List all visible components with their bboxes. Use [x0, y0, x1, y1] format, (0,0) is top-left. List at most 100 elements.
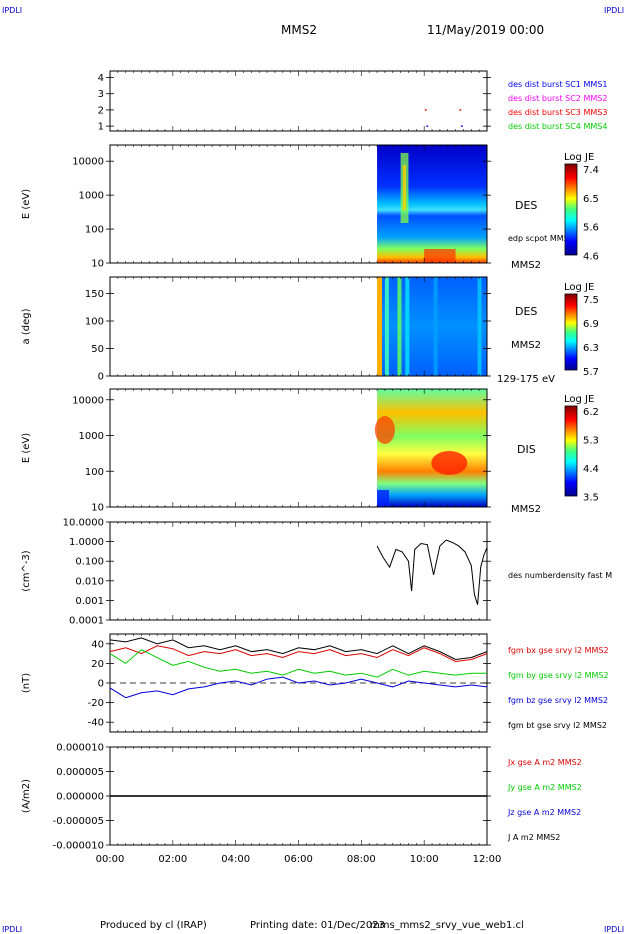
footer-produced-by: Produced by cl (IRAP) — [100, 920, 207, 931]
des-pitch-colorbar — [564, 293, 578, 371]
burst-point — [461, 125, 463, 127]
current-tick-label: -0.000010 — [53, 841, 104, 852]
bfield-tick-label: 0 — [98, 679, 104, 690]
current-ylabel: (A/m2) — [21, 779, 32, 813]
des-energy-tick-label: 10000 — [72, 157, 104, 168]
footer-printing-date: Printing date: 01/Dec/2023 — [250, 920, 385, 931]
dis-energy-tick-label: 1000 — [79, 431, 104, 442]
current-legend-entry: Jy gse A m2 MMS2 — [507, 783, 582, 792]
bfield-tick-label: 40 — [91, 639, 104, 650]
des-energy-colorbar-tick-label: 5.6 — [583, 223, 599, 234]
current-tick-label: 0.000005 — [56, 767, 104, 778]
des-energy-colorbar-tick-label: 4.6 — [583, 251, 599, 262]
des-pitch-ylabel: a (deg) — [21, 308, 32, 344]
current-legend-entry: Jz gse A m2 MMS2 — [507, 808, 581, 817]
des-pitch-colorbar-tick-label: 7.5 — [583, 295, 599, 306]
bfield-series-line — [109, 637, 488, 660]
dis-energy-colorbar-tick-label: 5.3 — [583, 436, 599, 447]
des-energy-ylabel: E (eV) — [21, 189, 32, 219]
burst-point — [424, 109, 427, 111]
des-energy-colorbar-tick-label: 6.5 — [583, 194, 599, 205]
dis-energy-ylabel: E (eV) — [21, 433, 32, 463]
des-pitch-tick-label: 0 — [98, 372, 104, 383]
des-energy-feature — [402, 165, 406, 210]
x-tick-label: 10:00 — [410, 854, 439, 865]
x-tick-label: 04:00 — [221, 854, 250, 865]
x-tick-label: 06:00 — [284, 854, 313, 865]
density-tick-label: 1.0000 — [69, 537, 104, 548]
dis-energy-tick-label: 10 — [91, 503, 104, 514]
des-pitch-label: DES — [515, 305, 537, 318]
burst-tick-label: 4 — [98, 73, 104, 84]
des-pitch-tick-label: 50 — [91, 344, 104, 355]
des-energy-spectrogram — [377, 145, 487, 263]
des-pitch-tick-label: 100 — [85, 317, 104, 328]
density-tick-label: 0.0001 — [69, 616, 104, 627]
bfield-ylabel: (nT) — [21, 673, 32, 693]
bfield-legend-entry: fgm bz gse srvy l2 MMS2 — [508, 696, 608, 705]
bfield-tick-label: -40 — [88, 718, 104, 729]
des-pitch-spectrogram — [377, 277, 487, 376]
dis-energy-feature — [431, 451, 468, 475]
dis-energy-colorbar-tick-label: 3.5 — [583, 493, 599, 504]
dis-energy-colorbar — [564, 405, 578, 497]
density-tick-label: 0.010 — [75, 576, 104, 587]
current-legend-entry: Jx gse A m2 MMS2 — [507, 758, 582, 767]
dis-energy-feature — [374, 416, 395, 444]
density-legend-entry: des numberdensity fast M — [508, 571, 612, 580]
x-tick-label: 12:00 — [473, 854, 502, 865]
bfield-series-line — [109, 645, 488, 662]
des-pitch-feature — [384, 277, 389, 376]
des-pitch-feature — [377, 277, 383, 376]
burst-legend-entry: des dist burst SC1 MMS1 — [508, 80, 607, 89]
burst-legend-entry: des dist burst SC4 MMS4 — [508, 122, 607, 131]
des-pitch-feature — [397, 277, 402, 376]
burst-legend-entry: des dist burst SC2 MMS2 — [508, 94, 607, 103]
des-energy-overlay-label: edp scpot MMS2 — [508, 234, 574, 243]
des-energy-tick-label: 100 — [85, 225, 104, 236]
burst-legend-entry: des dist burst SC3 MMS3 — [508, 108, 607, 117]
dis-energy-spectrogram — [377, 389, 487, 507]
bfield-tick-label: 20 — [91, 659, 104, 670]
x-tick-label: 00:00 — [96, 854, 125, 865]
x-tick-label: 08:00 — [347, 854, 376, 865]
des-pitch-colorbar-title: Log JE — [564, 282, 594, 293]
footer-file: mms_mms2_srvy_vue_web1.cl — [370, 920, 524, 931]
des-energy-tick-label: 1000 — [79, 191, 104, 202]
density-tick-label: 10.0000 — [63, 518, 104, 529]
dis-energy-tick-label: 10000 — [72, 395, 104, 406]
des-energy-spacecraft-label: MMS2 — [511, 260, 541, 271]
density-panel-frame — [109, 521, 488, 621]
dis-energy-tick-label: 100 — [85, 467, 104, 478]
burst-point — [426, 125, 429, 127]
current-tick-label: 0.000000 — [56, 792, 104, 803]
des-energy-tick-label: 10 — [91, 259, 104, 270]
burst-point — [459, 109, 462, 111]
bfield-legend-entry: fgm by gse srvy l2 MMS2 — [508, 671, 609, 680]
des-energy-label: DES — [515, 199, 537, 212]
density-series-line — [376, 539, 488, 605]
des-pitch-spacecraft-label: MMS2 — [511, 340, 541, 351]
des-pitch-tick-label: 150 — [85, 289, 104, 300]
density-tick-label: 0.001 — [75, 596, 104, 607]
dis-energy-colorbar-title: Log JE — [564, 394, 594, 405]
spacecraft-title: MMS2 — [281, 23, 317, 37]
burst-tick-label: 3 — [98, 89, 104, 100]
current-legend-entry: J A m2 MMS2 — [507, 833, 560, 842]
des-pitch-colorbar-tick-label: 6.3 — [583, 343, 599, 354]
dis-energy-colorbar-tick-label: 4.4 — [583, 464, 599, 475]
des-energy-colorbar-title: Log JE — [564, 152, 594, 163]
current-tick-label: -0.000005 — [53, 816, 104, 827]
dis-energy-spacecraft-label: MMS2 — [511, 504, 541, 515]
x-tick-label: 02:00 — [158, 854, 187, 865]
current-tick-label: 0.000010 — [56, 743, 104, 754]
des-pitch-colorbar-tick-label: 5.7 — [583, 367, 599, 378]
des-pitch-feature — [433, 277, 438, 376]
ipdli-mark-top-right: IPDLI — [604, 6, 624, 15]
density-ylabel: (cm^-3) — [21, 550, 32, 591]
bfield-legend-entry: fgm bx gse srvy l2 MMS2 — [508, 646, 609, 655]
ipdli-mark-bottom-left: IPDLI — [2, 925, 22, 934]
bfield-series-line — [109, 676, 488, 699]
burst-tick-label: 2 — [98, 105, 104, 116]
